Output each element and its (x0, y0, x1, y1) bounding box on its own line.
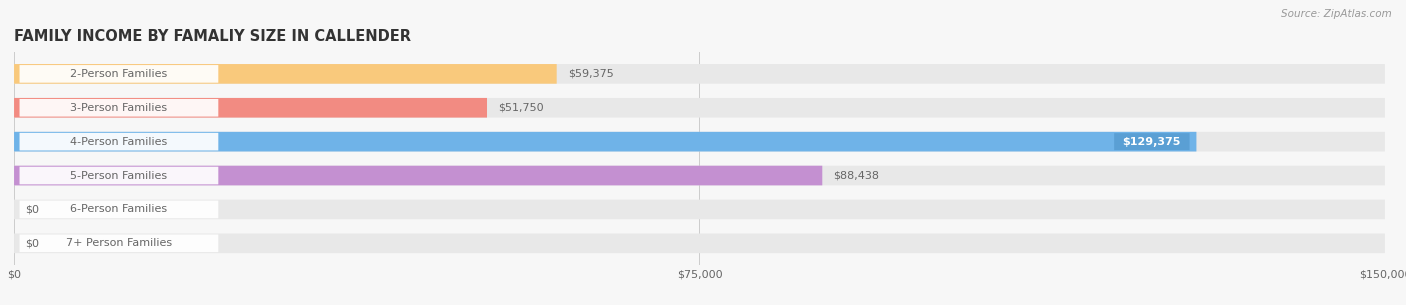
FancyBboxPatch shape (14, 166, 1385, 185)
FancyBboxPatch shape (14, 132, 1197, 152)
Text: $0: $0 (25, 238, 39, 248)
FancyBboxPatch shape (20, 167, 218, 184)
FancyBboxPatch shape (20, 99, 218, 117)
Text: 5-Person Families: 5-Person Families (70, 170, 167, 181)
FancyBboxPatch shape (14, 234, 1385, 253)
Text: $88,438: $88,438 (834, 170, 879, 181)
FancyBboxPatch shape (14, 166, 823, 185)
FancyBboxPatch shape (14, 98, 1385, 118)
FancyBboxPatch shape (20, 65, 218, 83)
FancyBboxPatch shape (20, 201, 218, 218)
FancyBboxPatch shape (14, 199, 1385, 219)
FancyBboxPatch shape (14, 132, 1385, 152)
Text: FAMILY INCOME BY FAMALIY SIZE IN CALLENDER: FAMILY INCOME BY FAMALIY SIZE IN CALLEND… (14, 29, 411, 44)
FancyBboxPatch shape (1114, 133, 1189, 150)
Text: $59,375: $59,375 (568, 69, 613, 79)
FancyBboxPatch shape (14, 64, 557, 84)
Text: 2-Person Families: 2-Person Families (70, 69, 167, 79)
Text: 6-Person Families: 6-Person Families (70, 204, 167, 214)
FancyBboxPatch shape (20, 235, 218, 252)
Text: Source: ZipAtlas.com: Source: ZipAtlas.com (1281, 9, 1392, 19)
FancyBboxPatch shape (14, 64, 1385, 84)
Text: 3-Person Families: 3-Person Families (70, 103, 167, 113)
Text: $129,375: $129,375 (1122, 137, 1181, 147)
Text: 4-Person Families: 4-Person Families (70, 137, 167, 147)
Text: $51,750: $51,750 (498, 103, 544, 113)
FancyBboxPatch shape (20, 133, 218, 150)
Text: $0: $0 (25, 204, 39, 214)
Text: 7+ Person Families: 7+ Person Families (66, 238, 172, 248)
FancyBboxPatch shape (14, 98, 486, 118)
